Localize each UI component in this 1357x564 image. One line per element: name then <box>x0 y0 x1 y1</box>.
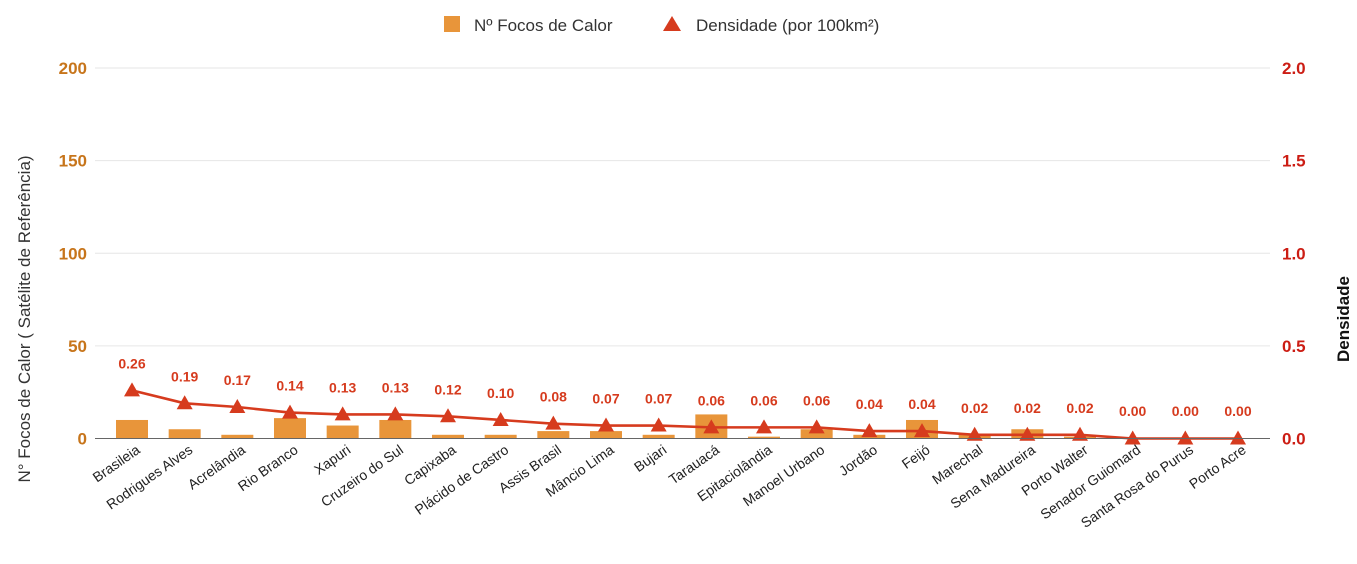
left-tick-label: 50 <box>68 337 87 356</box>
bar-mark <box>484 434 517 439</box>
density-point <box>176 395 193 410</box>
density-point <box>1072 426 1088 441</box>
density-data-label: 0.08 <box>540 389 567 405</box>
density-data-label: 0.06 <box>803 392 830 408</box>
bar-mark <box>116 419 148 439</box>
right-axis-title: Densidade <box>1334 276 1353 362</box>
density-data-label: 0.26 <box>118 355 145 371</box>
left-tick-label: 100 <box>59 244 87 263</box>
density-series <box>124 382 1246 445</box>
category-label: Plácido de Castro <box>412 441 512 518</box>
bar-mark <box>168 429 201 439</box>
legend-bars-label: Nº Focos de Calor <box>474 16 613 35</box>
density-data-label: 0.07 <box>645 391 672 407</box>
density-data-label: 0.19 <box>171 368 198 384</box>
density-data-label: 0.04 <box>908 396 935 412</box>
bar-mark <box>221 434 254 439</box>
bar-mark <box>432 434 464 439</box>
density-point <box>598 417 614 432</box>
bar-mark <box>590 431 622 439</box>
density-point <box>440 408 456 423</box>
density-point <box>1177 430 1194 445</box>
density-data-label: 0.02 <box>1066 400 1093 416</box>
category-label: Feijó <box>899 441 933 472</box>
right-tick-label: 1.0 <box>1282 244 1306 263</box>
density-data-label: 0.00 <box>1224 403 1251 419</box>
density-point <box>650 417 667 432</box>
density-point <box>966 426 983 441</box>
density-point <box>756 419 772 434</box>
density-point <box>229 399 246 414</box>
density-point <box>1230 430 1246 445</box>
category-label: Jordão <box>836 441 880 479</box>
bar-mark <box>326 425 359 439</box>
bar-mark <box>800 429 833 439</box>
density-point <box>124 382 140 397</box>
density-point <box>861 423 878 438</box>
density-point <box>1124 430 1141 445</box>
bar-mark <box>537 431 570 439</box>
density-data-label: 0.17 <box>224 372 251 388</box>
category-label: Rio Branco <box>235 441 301 494</box>
category-label: Xapuri <box>311 441 353 477</box>
density-data-label: 0.13 <box>329 379 356 395</box>
density-data-label: 0.00 <box>1119 403 1146 419</box>
legend-bar-swatch <box>444 16 460 32</box>
density-data-label: 0.14 <box>276 378 303 394</box>
right-axis-ticks: 0.0 0.5 1.0 1.5 2.0 <box>1282 59 1306 449</box>
density-data-label: 0.06 <box>750 392 777 408</box>
density-point <box>808 419 825 434</box>
bar-mark <box>748 436 780 439</box>
bar-mark <box>642 434 675 439</box>
density-data-label: 0.04 <box>856 396 883 412</box>
density-point <box>703 419 720 434</box>
density-data-labels: 0.26 0.19 0.17 0.14 0.13 0.13 0.12 0.10 0.08 0.07… <box>118 355 1251 419</box>
density-point <box>282 404 298 419</box>
left-tick-label: 0 <box>78 430 87 449</box>
right-tick-label: 0.0 <box>1282 430 1306 449</box>
legend-line-marker <box>663 16 681 31</box>
density-line <box>130 389 1240 440</box>
grid-lines <box>95 67 1270 347</box>
density-data-label: 0.06 <box>698 392 725 408</box>
density-data-label: 0.02 <box>961 400 988 416</box>
density-data-label: 0.12 <box>434 381 461 397</box>
right-tick-label: 1.5 <box>1282 152 1306 171</box>
right-tick-label: 0.5 <box>1282 337 1306 356</box>
density-data-label: 0.07 <box>592 391 619 407</box>
left-axis-title: N° Focos de Calor ( Satélite de Referênc… <box>15 155 34 482</box>
legend: Nº Focos de Calor Densidade (por 100km²) <box>444 16 879 35</box>
density-data-label: 0.00 <box>1172 403 1199 419</box>
density-point <box>545 415 562 430</box>
legend-line-label: Densidade (por 100km²) <box>696 16 879 35</box>
density-data-label: 0.10 <box>487 385 514 401</box>
density-point <box>914 423 930 438</box>
density-point <box>387 406 404 421</box>
density-point <box>1019 426 1036 441</box>
density-point <box>334 406 351 421</box>
left-tick-label: 200 <box>59 59 87 78</box>
bar-mark <box>379 419 412 439</box>
left-tick-label: 150 <box>59 152 87 171</box>
density-data-label: 0.13 <box>382 379 409 395</box>
bar-mark <box>274 418 306 439</box>
density-data-label: 0.02 <box>1014 400 1041 416</box>
left-axis-ticks: 0 50 100 150 200 <box>59 59 87 449</box>
category-label: Porto Acre <box>1186 441 1249 492</box>
density-point <box>492 411 509 426</box>
category-label: Bujari <box>631 441 670 475</box>
right-tick-label: 2.0 <box>1282 59 1306 78</box>
